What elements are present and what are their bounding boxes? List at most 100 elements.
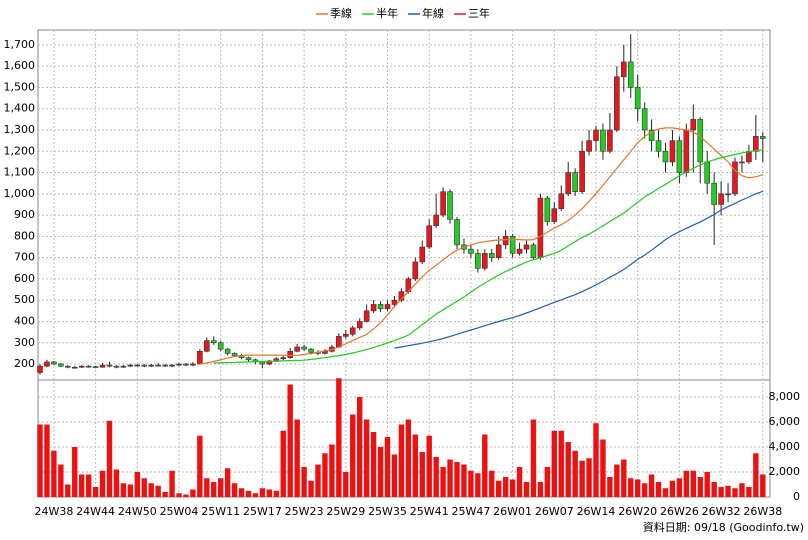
volume-tick-label: 2,000 — [769, 465, 801, 478]
x-tick-label: 26W01 — [493, 505, 532, 518]
volume-bar — [753, 453, 759, 497]
volume-tick-label: 0 — [793, 490, 800, 503]
candle-body — [558, 193, 565, 210]
plot-frame — [37, 29, 771, 498]
volume-bar — [697, 477, 703, 497]
x-tick-label: 26W26 — [660, 505, 699, 518]
volume-tick-label: 4,000 — [769, 440, 801, 453]
volume-bar — [628, 478, 634, 497]
candle-body — [99, 364, 106, 368]
volume-bar — [176, 493, 182, 497]
x-tick-label: 25W23 — [285, 505, 324, 518]
candle-body — [759, 136, 766, 139]
candle-body — [655, 140, 662, 152]
volume-bar — [690, 470, 696, 497]
x-tick-label: 26W38 — [743, 505, 782, 518]
volume-bar — [377, 447, 384, 497]
candle-body — [134, 364, 141, 367]
volume-bar — [600, 439, 606, 497]
candle-body — [412, 261, 419, 280]
candle-body — [51, 361, 57, 365]
volume-bar — [405, 419, 412, 497]
volume-bar — [197, 435, 203, 497]
candle-body — [447, 191, 453, 220]
y-tick-label: 1,100 — [4, 166, 36, 179]
candle-body — [71, 366, 78, 369]
candle-body — [495, 244, 502, 258]
y-tick-label: 300 — [14, 336, 35, 349]
volume-bar — [530, 419, 537, 497]
volume-bar — [329, 444, 335, 497]
candle-body — [176, 363, 182, 366]
volume-bar — [704, 472, 710, 497]
candle-body — [349, 327, 356, 335]
candle-body — [454, 219, 460, 246]
candle-body — [204, 340, 210, 352]
volume-bar — [65, 484, 71, 497]
candle-body — [690, 119, 697, 131]
volume-bar — [502, 477, 509, 497]
candle-body — [224, 348, 231, 354]
candle-body — [169, 364, 175, 367]
candle-body — [363, 310, 370, 322]
x-tick-label: 26W14 — [577, 505, 616, 518]
volume-bar — [711, 482, 717, 497]
candle-body — [572, 172, 578, 193]
volume-bar — [544, 467, 551, 497]
candle-body — [440, 191, 446, 216]
candle-body — [377, 304, 384, 310]
x-tick-label: 25W17 — [243, 505, 282, 518]
volume-bar — [496, 480, 502, 497]
candle-body — [614, 76, 620, 131]
volume-bar — [516, 467, 523, 497]
candle-body — [593, 129, 599, 141]
candle-body — [718, 193, 724, 205]
x-tick-label: 24W50 — [118, 505, 157, 518]
candle-body — [155, 364, 161, 367]
volume-bar — [322, 453, 328, 497]
candle-body — [231, 353, 238, 356]
volume-bar — [641, 483, 648, 497]
volume-bar — [162, 492, 168, 497]
candle-body — [65, 365, 71, 368]
candle-body — [217, 342, 224, 350]
candle-body — [676, 140, 683, 173]
volume-bar — [113, 469, 120, 497]
candle-body — [356, 321, 363, 329]
candle-body — [384, 304, 391, 310]
volume-bar — [662, 488, 669, 497]
volume-bar — [183, 494, 189, 497]
candle-body — [551, 208, 558, 222]
volume-bar — [79, 474, 85, 497]
candle-body — [280, 357, 287, 360]
volume-tick-label: 6,000 — [769, 415, 801, 428]
x-tick-label: 25W04 — [160, 505, 199, 518]
candle-body — [162, 364, 168, 367]
volume-bar — [141, 478, 147, 497]
volume-bar — [384, 437, 391, 497]
volume-bar — [92, 487, 99, 497]
volume-bar — [621, 459, 627, 497]
volume-bar — [363, 419, 370, 497]
volume-bar — [224, 468, 231, 497]
volume-bar — [669, 480, 676, 497]
volume-bar — [648, 474, 655, 497]
candle-body — [120, 365, 127, 368]
candle-body — [259, 361, 266, 365]
volume-bar — [586, 458, 592, 497]
x-tick-label: 24W44 — [76, 505, 115, 518]
legend-label: 三年 — [468, 6, 490, 20]
volume-bar — [357, 397, 363, 497]
candle-body — [197, 350, 203, 365]
candle-body — [85, 365, 92, 368]
y-tick-label: 1,400 — [4, 102, 36, 115]
volume-bar — [683, 470, 690, 497]
candle-body — [600, 129, 606, 152]
candle-body — [579, 150, 585, 193]
candle-body — [245, 357, 252, 361]
volume-bar — [739, 483, 745, 497]
volume-bar — [51, 450, 57, 497]
volume-bar — [440, 467, 446, 497]
volume-bar — [447, 459, 453, 497]
